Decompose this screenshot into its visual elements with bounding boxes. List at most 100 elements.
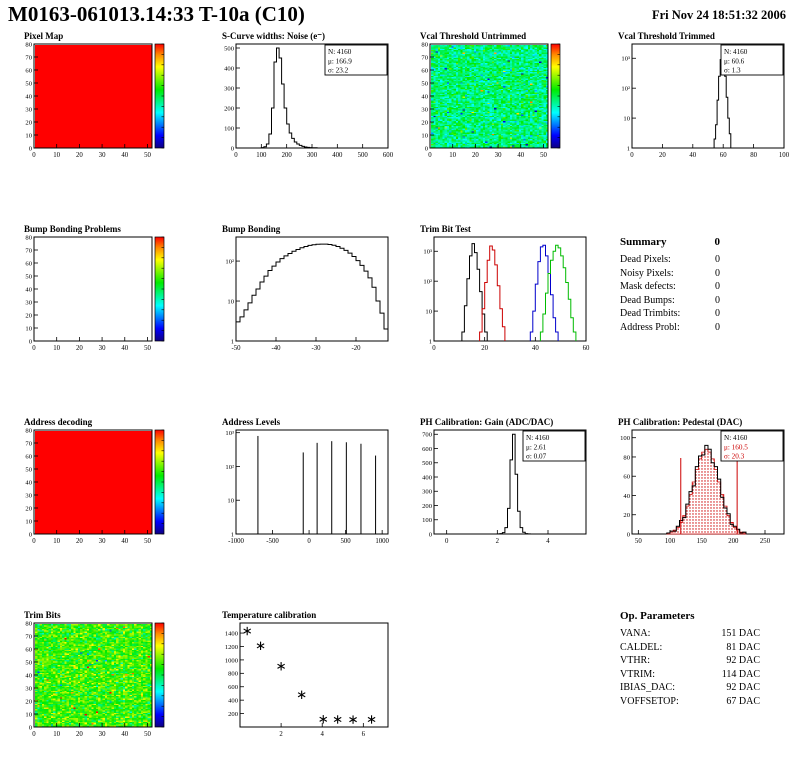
op-value: 151 DAC <box>721 628 760 639</box>
svg-text:20: 20 <box>25 698 32 705</box>
svg-text:80: 80 <box>25 234 32 241</box>
svg-text:50: 50 <box>25 466 32 473</box>
svg-text:10: 10 <box>25 711 32 718</box>
plot-svg: 0 20 40 60 1 10 10² 10³ <box>423 236 590 352</box>
svg-text:40: 40 <box>121 345 128 352</box>
op-parameter-row: VOFFSETOP: 67 DAC <box>620 695 760 709</box>
svg-text:0: 0 <box>432 345 436 352</box>
op-parameter-row: IBIAS_DAC: 92 DAC <box>620 681 760 695</box>
svg-text:1000: 1000 <box>375 538 389 545</box>
svg-text:20: 20 <box>659 152 666 159</box>
svg-text:200: 200 <box>228 711 239 718</box>
svg-text:30: 30 <box>495 152 502 159</box>
svg-text:30: 30 <box>25 299 32 306</box>
svg-text:N: 4160: N: 4160 <box>328 48 352 56</box>
svg-text:10³: 10³ <box>423 249 432 256</box>
svg-text:50: 50 <box>635 538 642 545</box>
svg-text:200: 200 <box>728 538 739 545</box>
svg-text:1: 1 <box>231 531 234 538</box>
svg-text:10: 10 <box>421 132 428 139</box>
svg-text:10: 10 <box>25 518 32 525</box>
svg-text:50: 50 <box>540 152 547 159</box>
svg-text:60: 60 <box>720 152 727 159</box>
svg-text:-1000: -1000 <box>228 538 244 545</box>
panel-title: PH Calibration: Pedestal (DAC) <box>618 417 743 427</box>
op-parameter-row: VANA: 151 DAC <box>620 627 760 641</box>
svg-text:10: 10 <box>25 325 32 332</box>
svg-text:60: 60 <box>25 646 32 653</box>
svg-text:0: 0 <box>29 724 33 731</box>
op-parameters-title: Op. Parameters <box>620 610 695 622</box>
svg-text:0: 0 <box>425 145 429 152</box>
svg-text:600: 600 <box>422 446 433 453</box>
svg-text:1: 1 <box>429 338 432 345</box>
svg-text:30: 30 <box>99 538 106 545</box>
svg-text:40: 40 <box>517 152 524 159</box>
panel-ph-pedestal: PH Calibration: Pedestal (DAC) 50 100 150 2… <box>602 414 794 580</box>
svg-text:70: 70 <box>25 247 32 254</box>
svg-text:10²: 10² <box>621 86 630 93</box>
svg-text:200: 200 <box>422 503 433 510</box>
svg-text:10: 10 <box>227 498 234 505</box>
summary-label: Mask defects: <box>620 281 676 292</box>
svg-text:300: 300 <box>422 489 433 496</box>
panel-title: Address decoding <box>24 417 93 427</box>
svg-text:20: 20 <box>25 119 32 126</box>
svg-text:20: 20 <box>623 512 630 519</box>
svg-text:10: 10 <box>53 345 60 352</box>
panel-bump-bonding: Bump Bonding -50 -40 -30 -20 1 10 10² <box>206 221 398 387</box>
panel-title: Trim Bit Test <box>420 224 471 234</box>
plot-svg: 0 10 20 30 40 50 0 10 20 30 40 50 60 70 80 <box>25 427 165 545</box>
svg-text:10: 10 <box>227 298 234 305</box>
svg-text:50: 50 <box>144 345 151 352</box>
svg-text:-500: -500 <box>266 538 279 545</box>
summary-label: Noisy Pixels: <box>620 267 674 279</box>
op-label: VANA: <box>620 628 651 639</box>
panel-title: S-Curve widths: Noise (e⁻) <box>222 31 325 41</box>
svg-text:-20: -20 <box>351 345 361 352</box>
svg-text:30: 30 <box>99 731 106 738</box>
svg-text:20: 20 <box>76 152 83 159</box>
svg-text:100: 100 <box>779 152 790 159</box>
svg-text:40: 40 <box>121 731 128 738</box>
panel-trim-bits: Trim Bits 0 10 20 30 40 50 0 10 20 30 40 50 60 70 80 <box>8 607 200 773</box>
svg-text:50: 50 <box>144 152 151 159</box>
panel-title: Trim Bits <box>24 610 61 620</box>
svg-text:500: 500 <box>224 45 235 52</box>
svg-text:0: 0 <box>32 345 36 352</box>
svg-text:40: 40 <box>25 672 32 679</box>
summary-value: 0 <box>715 321 720 333</box>
svg-text:10: 10 <box>449 152 456 159</box>
plot-svg: -1000 -500 0 500 1000 1 10 10² 10³ <box>225 429 390 545</box>
svg-text:0: 0 <box>234 152 238 159</box>
svg-text:2: 2 <box>496 538 500 545</box>
summary-label: Address Probl: <box>620 321 680 333</box>
svg-text:60: 60 <box>421 67 428 74</box>
summary-row: Noisy Pixels: 0 <box>620 267 720 281</box>
svg-text:0: 0 <box>445 538 449 545</box>
summary-label: Dead Pixels: <box>620 254 671 265</box>
svg-text:700: 700 <box>422 432 433 439</box>
svg-text:50: 50 <box>25 80 32 87</box>
svg-text:20: 20 <box>25 505 32 512</box>
svg-text:40: 40 <box>25 93 32 100</box>
svg-text:50: 50 <box>144 538 151 545</box>
svg-text:300: 300 <box>307 152 318 159</box>
svg-text:70: 70 <box>25 440 32 447</box>
svg-text:40: 40 <box>421 93 428 100</box>
plot-svg: 0 10 20 30 40 50 0 10 20 30 40 50 60 70 80 <box>25 620 165 738</box>
summary-count: 0 <box>714 236 721 248</box>
summary-label: Dead Trimbits: <box>620 308 681 319</box>
panel-title: Bump Bonding Problems <box>24 224 121 234</box>
svg-text:500: 500 <box>422 460 433 467</box>
svg-text:100: 100 <box>665 538 676 545</box>
svg-text:6: 6 <box>362 731 366 738</box>
summary-row: Address Probl: 0 <box>620 321 720 335</box>
svg-text:10: 10 <box>53 731 60 738</box>
heatmap-canvas <box>34 623 152 727</box>
op-label: VTRIM: <box>620 668 655 680</box>
summary-row: Dead Trimbits: 0 <box>620 307 720 321</box>
svg-text:600: 600 <box>228 684 239 691</box>
svg-text:0: 0 <box>32 731 36 738</box>
